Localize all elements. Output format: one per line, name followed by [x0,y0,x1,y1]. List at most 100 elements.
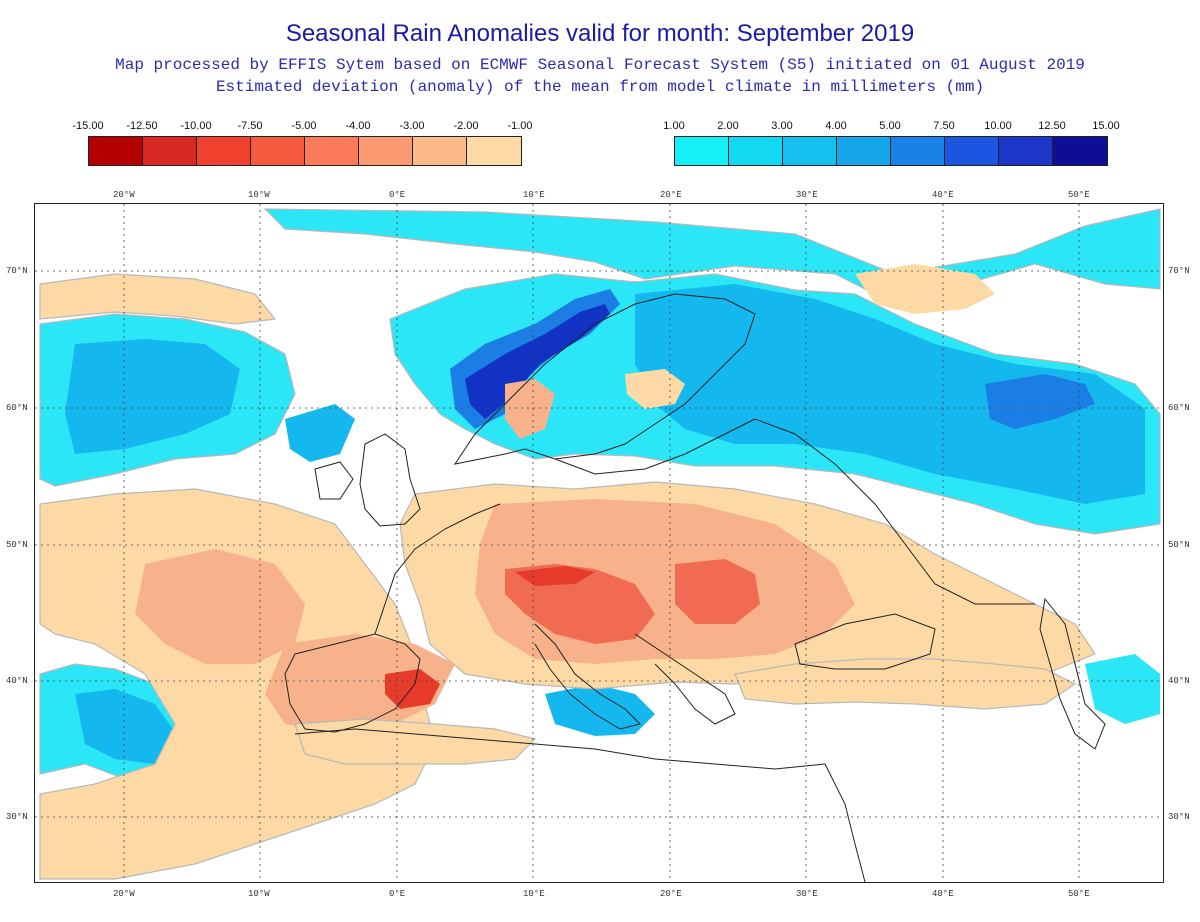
lon-label-top: 0°E [389,190,406,200]
legend-positive-swatch [783,137,837,165]
legend-positive-bar [674,136,1108,166]
dry-anomaly-layer [39,264,1096,880]
legend-positive-swatch [675,137,729,165]
legend-negative-swatch [359,137,413,165]
dry-region-balkans-strong [675,559,760,624]
wet-region-tyrrhenian [545,684,655,736]
legend-negative-swatch [89,137,143,165]
coastline-italy [534,623,641,730]
wet-region-east-edge [1085,654,1160,724]
legend-negative-swatch [197,137,251,165]
lat-label-left: 50°N [6,540,28,550]
lon-label-top: 20°W [113,190,135,200]
coastline-balkans-greece [634,633,736,725]
lon-label-bottom: 40°E [932,889,954,899]
legend-positive-tick-label: 5.00 [879,120,901,132]
lon-label-bottom: 0°E [389,889,406,899]
wet-region-russia-strong [985,374,1095,429]
legend-negative-tick-label: -12.50 [126,120,158,132]
coastline-black-sea [794,613,936,670]
dry-region-northeast [855,264,995,314]
lat-label-right: 70°N [1168,266,1190,276]
legend-negative-swatch [467,137,521,165]
lon-label-top: 30°E [796,190,818,200]
legend-positive-tick-label: 1.00 [663,120,685,132]
dry-region-atlantic-mid-strong [135,549,305,664]
dry-region-north-africa [294,718,537,765]
legend-positive-tick-label: 7.50 [933,120,955,132]
legend-positive-swatch [891,137,945,165]
graticule-layer [35,204,1163,882]
wet-region-ireland [285,404,355,462]
map-subtitle-source: Map processed by EFFIS Sytem based on EC… [115,56,1085,74]
legend-positive-tick-label: 3.00 [771,120,793,132]
legend-positive-tick-label: 4.00 [825,120,847,132]
legend-positive-swatch [729,137,783,165]
legend-positive-swatch [837,137,891,165]
lat-label-left: 40°N [6,676,28,686]
legend-negative-swatch [143,137,197,165]
legend-negative-tick-label: -7.50 [237,120,263,132]
legend-negative-tick-label: -15.00 [72,120,104,132]
legend-negative-swatch [251,137,305,165]
coastline-france-benelux [374,503,501,635]
map-subtitle-units: Estimated deviation (anomaly) of the mea… [215,78,985,96]
lon-label-top: 10°W [248,190,270,200]
dry-region-north-atlantic [39,273,277,325]
legend-negative-tick-label: -1.00 [507,120,533,132]
legend-positive-tick-label: 15.00 [1092,120,1120,132]
wet-anomaly-layer [39,208,1161,785]
border-east-europe [754,418,1035,605]
coastline-baltic [554,418,756,475]
legend-positive-swatch [1053,137,1107,165]
coastline-north-africa [294,728,826,770]
legend-negative-tick-label: -2.00 [453,120,479,132]
lat-label-left: 70°N [6,266,28,276]
coastline-caspian [1039,597,1106,750]
lon-label-top: 10°E [523,190,545,200]
legend-negative-swatch [413,137,467,165]
lon-label-bottom: 50°E [1068,889,1090,899]
lat-label-right: 50°N [1168,540,1190,550]
lon-label-bottom: 20°W [113,889,135,899]
lat-label-left: 60°N [6,403,28,413]
legend-negative-bar [88,136,522,166]
wet-region-norway-extreme [465,304,610,419]
dry-region-germany-extreme [515,566,595,586]
legend-negative-tick-label: -4.00 [345,120,371,132]
coastline-uk [359,433,421,527]
legend-negative-tick-label: -3.00 [399,120,425,132]
lat-label-right: 30°N [1168,812,1190,822]
lon-label-bottom: 10°W [248,889,270,899]
legend-positive-swatch [999,137,1053,165]
dry-region-turkey [734,658,1077,710]
coastline-middle-east [824,763,866,883]
coastline-ireland [314,461,354,500]
lat-label-left: 30°N [6,812,28,822]
legend-negative-tick-label: -5.00 [291,120,317,132]
legend-negative-tick-label: -10.00 [180,120,212,132]
coastline-layer [284,293,1106,883]
legend-positive-swatch [945,137,999,165]
legend-positive-tick-label: 10.00 [984,120,1012,132]
lon-label-top: 50°E [1068,190,1090,200]
lon-label-bottom: 10°E [523,889,545,899]
legend-negative-swatch [305,137,359,165]
wet-region-baltic-russia-mid [635,284,1145,504]
wet-region-atlantic-north-mid [65,339,240,454]
lat-label-right: 40°N [1168,676,1190,686]
anomaly-map-canvas [35,204,1163,883]
lon-label-bottom: 20°E [660,889,682,899]
lon-label-top: 20°E [660,190,682,200]
dry-region-scandinavia-south [505,379,555,439]
wet-region-atlantic-south-mid [75,689,180,764]
dry-region-iberia-strong [385,669,440,709]
lon-label-top: 40°E [932,190,954,200]
lon-label-bottom: 30°E [796,889,818,899]
legend-positive-tick-label: 2.00 [717,120,739,132]
legend-positive-tick-label: 12.50 [1038,120,1066,132]
map-title: Seasonal Rain Anomalies valid for month:… [285,20,915,47]
dry-region-atlantic-mid [39,488,436,880]
anomaly-map [34,203,1164,883]
legend-negative: -15.00 -12.50 -10.00 -7.50 -5.00 -4.00 -3.00 -2… [72,120,533,166]
